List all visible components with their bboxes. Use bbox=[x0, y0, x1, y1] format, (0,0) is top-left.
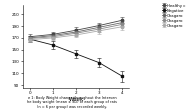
Text: e 1: Body Weight change throughout the Interven
he body weight (mean ± SD) of ea: e 1: Body Weight change throughout the I… bbox=[27, 96, 117, 109]
X-axis label: Week: Week bbox=[68, 97, 84, 102]
Legend: Healthy c, Negative, Chagaro, Chagaro, Chagaro: Healthy c, Negative, Chagaro, Chagaro, C… bbox=[162, 3, 186, 28]
